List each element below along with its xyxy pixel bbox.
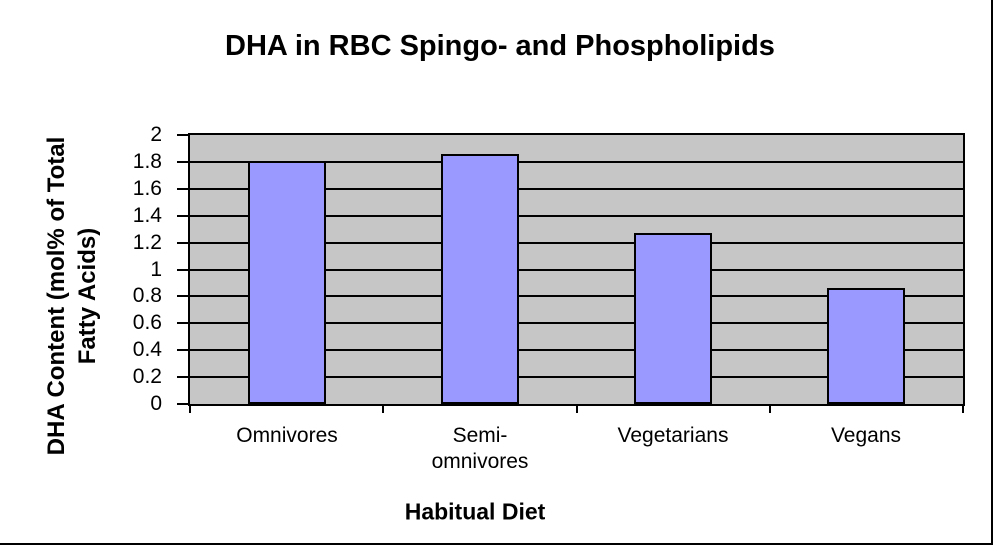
x-category-label: Vegetarians <box>617 424 729 447</box>
y-tick-mark <box>177 403 190 405</box>
chart-title: DHA in RBC Spingo- and Phospholipids <box>225 30 775 62</box>
gridline <box>190 322 963 324</box>
y-tick-mark <box>177 134 190 136</box>
y-tick-mark <box>177 376 190 379</box>
y-tick-label: 0.8 <box>132 284 162 308</box>
x-tick-mark <box>768 404 771 413</box>
y-tick-label: 1.4 <box>132 203 162 227</box>
gridline <box>190 349 963 351</box>
gridline <box>190 269 963 271</box>
x-axis-title: Habitual Diet <box>404 498 546 525</box>
y-tick-mark <box>177 160 190 163</box>
y-tick-label: 0 <box>150 392 162 415</box>
gridline <box>190 161 963 163</box>
bar-vegetarians <box>634 233 712 404</box>
page-border-right <box>991 0 993 545</box>
y-tick-label: 1.2 <box>132 230 162 254</box>
gridline <box>190 215 963 217</box>
y-tick-label: 0.2 <box>132 365 162 389</box>
y-tick-mark <box>177 214 190 217</box>
y-tick-mark <box>177 241 190 244</box>
bar-semiomnivores <box>441 154 519 404</box>
x-tick-mark <box>382 404 385 413</box>
x-tick-mark <box>962 404 964 413</box>
y-tick-label: 0.6 <box>132 311 162 335</box>
y-tick-mark <box>177 295 190 298</box>
y-tick-mark <box>177 349 190 352</box>
y-tick-label: 2 <box>150 123 162 146</box>
y-tick-mark <box>177 322 190 325</box>
x-category-label: Vegans <box>830 424 902 447</box>
gridline <box>190 242 963 244</box>
y-tick-mark <box>177 187 190 190</box>
plot-area <box>188 133 965 406</box>
y-tick-label: 0.4 <box>132 338 162 362</box>
x-category-label: Omnivores <box>236 424 338 447</box>
y-tick-label: 1.8 <box>132 149 162 173</box>
y-tick-mark <box>177 268 190 271</box>
x-category-label: Semi- omnivores <box>431 424 529 473</box>
x-tick-mark <box>189 404 191 413</box>
bar-vegans <box>827 288 905 404</box>
bar-omnivores <box>248 161 326 404</box>
gridline <box>190 188 963 190</box>
x-tick-mark <box>575 404 578 413</box>
page-border-bottom <box>0 543 993 545</box>
y-tick-label: 1.6 <box>132 176 162 200</box>
gridline <box>190 295 963 297</box>
y-tick-label: 1 <box>150 257 162 281</box>
gridline <box>190 376 963 378</box>
